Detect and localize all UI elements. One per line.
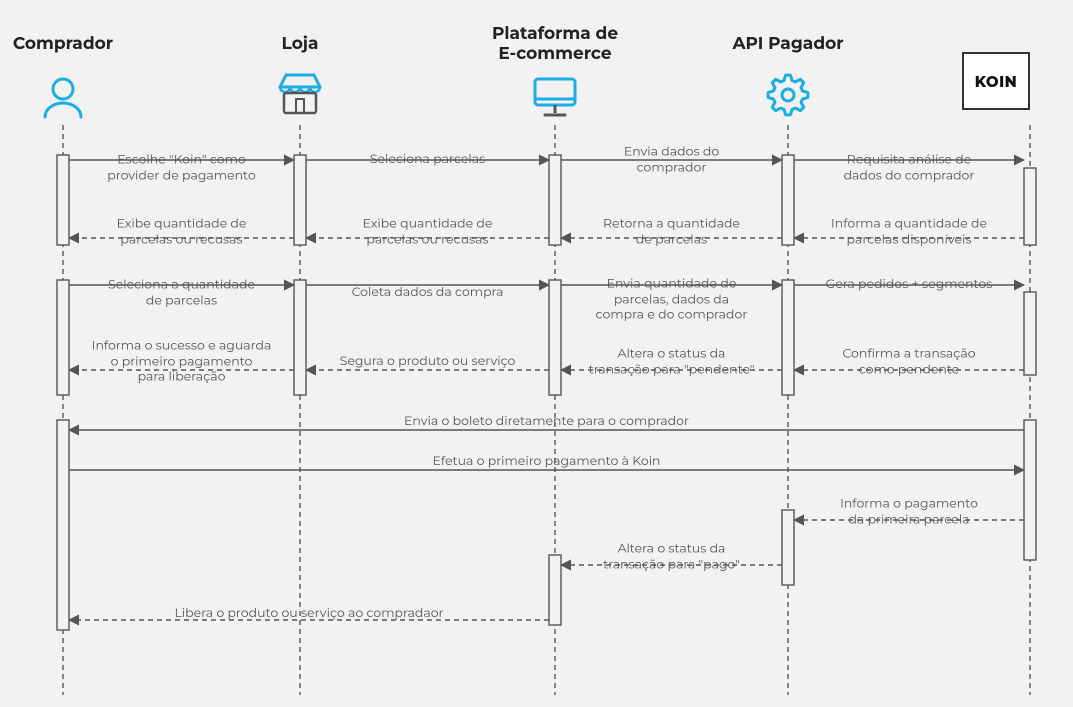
lane-title-api: API Pagador — [732, 34, 843, 54]
message-label: Gera pedidos + segmentos — [826, 277, 993, 293]
message-label: Altera o status da transação para "pago" — [603, 541, 740, 572]
activation-comprador — [57, 420, 69, 630]
message-label: Coleta dados da compra — [352, 285, 504, 301]
message-label: Seleciona parcelas — [370, 152, 485, 168]
lane-title-plataforma: Plataforma de E-commerce — [492, 24, 618, 64]
activation-api — [782, 280, 794, 395]
lane-title-loja: Loja — [282, 34, 319, 54]
message-label: Exibe quantidade de parcelas ou recusas — [363, 216, 493, 247]
gear-icon — [768, 75, 808, 115]
activation-api — [782, 155, 794, 245]
message-label: Efetua o primeiro pagamento à Koin — [432, 454, 660, 470]
message-label: Altera o status da transação para "pende… — [589, 346, 755, 377]
message-label: Informa o sucesso e aguarda o primeiro p… — [92, 339, 272, 386]
store-icon — [280, 75, 320, 113]
message-label: Envia quantidade de parcelas, dados da c… — [596, 277, 748, 324]
activation-koin — [1024, 292, 1036, 375]
koin-logo-box: KOIN — [962, 52, 1030, 110]
activation-koin — [1024, 168, 1036, 245]
message-label: Requisita análise de dados do comprador — [844, 152, 975, 183]
message-label: Escolhe "Koin" como provider de pagament… — [107, 152, 255, 183]
message-label: Retorna a quantidade de parcelas — [603, 216, 740, 247]
message-label: Informa a quantidade de parcelas disponí… — [831, 216, 987, 247]
lane-title-comprador: Comprador — [13, 34, 113, 54]
activation-plataforma — [549, 155, 561, 245]
message-label: Informa o pagamento da primeira parcela — [840, 496, 978, 527]
activation-koin — [1024, 420, 1036, 560]
user-icon — [45, 79, 81, 117]
message-label: Seleciona a quantidade de parcelas — [108, 277, 255, 308]
activation-plataforma — [549, 280, 561, 395]
message-label: Envia dados do comprador — [624, 144, 719, 175]
message-label: Confirma a transação como pendente — [842, 346, 975, 377]
activation-loja — [294, 280, 306, 395]
activation-plataforma — [549, 555, 561, 625]
activation-loja — [294, 155, 306, 245]
activation-api — [782, 510, 794, 585]
message-label: Envia o boleto diretamente para o compra… — [404, 414, 689, 430]
message-label: Libera o produto ou serviço ao compradao… — [174, 606, 443, 622]
activation-comprador — [57, 280, 69, 395]
monitor-icon — [535, 79, 575, 115]
activation-comprador — [57, 155, 69, 245]
message-label: Segura o produto ou serviço — [340, 354, 516, 370]
message-label: Exibe quantidade de parcelas ou recusas — [117, 216, 247, 247]
